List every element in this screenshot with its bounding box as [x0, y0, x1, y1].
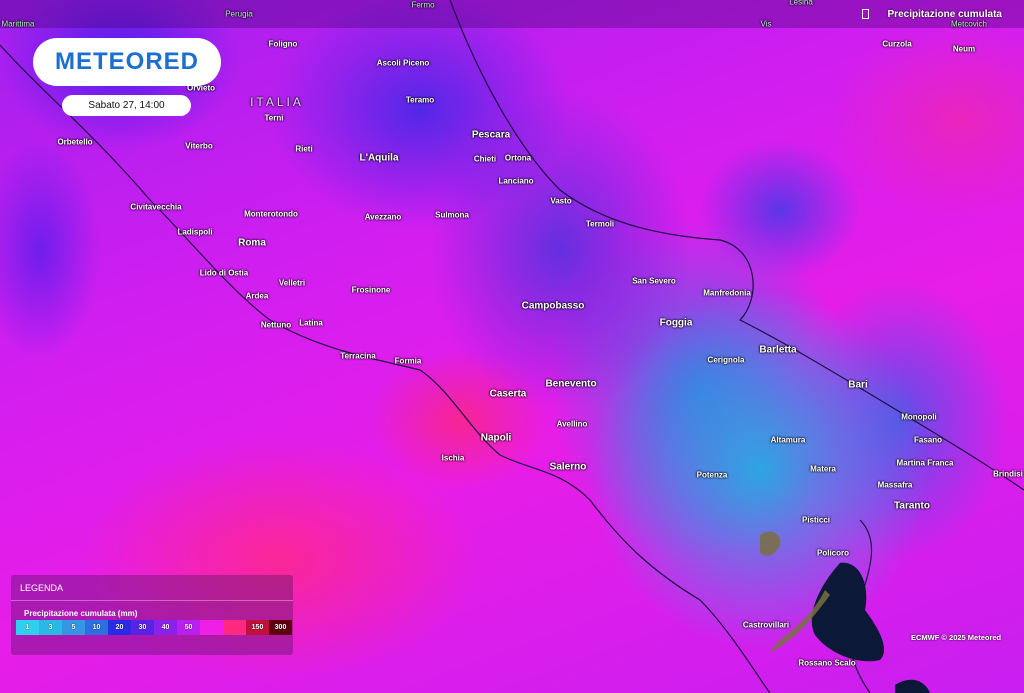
city-label: Lesina	[789, 0, 813, 7]
city-label: Curzola	[882, 39, 912, 49]
sea-dark	[811, 562, 885, 662]
city-label: Frosinone	[351, 285, 391, 295]
city-label: Civitavecchia	[130, 202, 182, 212]
city-label: Terracina	[340, 351, 376, 361]
city-label: Matera	[810, 464, 836, 474]
city-label: Monterotondo	[244, 209, 298, 219]
city-label: Orbetello	[57, 137, 93, 147]
city-label: L'Aquila	[359, 152, 399, 164]
city-label: Viterbo	[185, 141, 213, 151]
city-label: Massafra	[877, 480, 913, 490]
city-label: Lido di Ostia	[199, 268, 249, 278]
city-label: Lanciano	[498, 176, 534, 186]
city-label: Formia	[394, 356, 422, 366]
logo[interactable]: METEORED	[33, 38, 221, 86]
legend-cell: 1	[16, 620, 39, 635]
country-label: ITALIA	[250, 95, 304, 109]
city-label: Campobasso	[521, 300, 585, 312]
city-label: Avellino	[556, 419, 588, 429]
city-label: Foggia	[659, 317, 693, 329]
city-label: Taranto	[894, 500, 930, 512]
city-label: Metcovich	[950, 19, 988, 29]
terrain-patch	[760, 531, 781, 556]
legend-separator	[11, 600, 293, 601]
city-label: Caserta	[489, 388, 527, 400]
city-label: Altamura	[770, 435, 806, 445]
city-label: Marittima	[1, 19, 35, 29]
city-label: Policoro	[816, 548, 850, 558]
city-label: Sulmona	[435, 210, 469, 220]
city-label: Fermo	[411, 0, 435, 10]
legend-title: LEGENDA	[20, 583, 64, 593]
city-label: Benevento	[545, 378, 597, 390]
city-label: Latina	[299, 318, 323, 328]
sea-dark	[895, 679, 930, 693]
legend-cell	[200, 620, 223, 635]
city-label: Ascoli Piceno	[376, 58, 430, 68]
legend-cell	[223, 620, 246, 635]
city-label: Velletri	[278, 278, 306, 288]
city-label: Castrovillari	[742, 620, 790, 630]
legend-cell: 30	[131, 620, 154, 635]
city-label: Bari	[848, 379, 868, 391]
legend-cell: 10	[85, 620, 108, 635]
legend-scale: 1 3 5 10 20 30 40 50 150 300	[16, 620, 292, 635]
coastline-east	[449, 0, 1024, 491]
city-label: Fasano	[913, 435, 943, 445]
date-pill[interactable]: Sabato 27, 14:00	[62, 95, 191, 116]
legend-cell: 3	[39, 620, 62, 635]
legend-cell: 50	[177, 620, 200, 635]
city-label: Rieti	[295, 144, 313, 154]
city-label: Ischia	[441, 453, 465, 463]
city-label: Orvieto	[186, 83, 216, 93]
city-label: San Severo	[632, 276, 676, 286]
city-label: Termoli	[585, 219, 615, 229]
city-label: Teramo	[405, 95, 435, 105]
city-label: Salerno	[549, 461, 587, 473]
legend-cell: 150	[246, 620, 269, 635]
city-label: Potenza	[696, 470, 728, 480]
city-label: Napoli	[480, 432, 512, 444]
city-label: Nettuno	[260, 320, 292, 330]
city-label: Manfredonia	[703, 288, 751, 298]
city-label: Rossano Scalo	[798, 658, 856, 668]
city-label: Martina Franca	[896, 458, 954, 468]
city-label: Foligno	[268, 39, 298, 49]
city-label: Vasto	[550, 196, 572, 206]
legend-cell: 40	[154, 620, 177, 635]
credit: ECMWF © 2025 Meteored	[911, 633, 1002, 642]
city-label: Terni	[264, 113, 284, 123]
city-label: Avezzano	[364, 212, 402, 222]
city-label: Ortona	[504, 153, 532, 163]
coastline-west	[0, 44, 771, 693]
legend-cell: 20	[108, 620, 131, 635]
city-label: Ladispoli	[177, 227, 213, 237]
layer-title[interactable]: Precipitazione cumulata	[887, 9, 1002, 20]
layer-icon[interactable]	[862, 9, 869, 19]
city-label: Pisticci	[801, 515, 831, 525]
top-bar	[0, 0, 1024, 28]
city-label: Cerignola	[707, 355, 745, 365]
terrain-patch	[770, 590, 830, 652]
city-label: Chieti	[473, 154, 497, 164]
city-label: Neum	[952, 44, 976, 54]
city-label: Ardea	[245, 291, 269, 301]
legend-cell: 5	[62, 620, 85, 635]
city-label: Perugia	[225, 9, 253, 19]
city-label: Barletta	[759, 344, 797, 356]
city-label: Vis	[760, 19, 772, 29]
legend-cell: 300	[269, 620, 292, 635]
city-label: Pescara	[471, 129, 511, 141]
city-label: Roma	[238, 237, 266, 249]
city-label: Brindisi	[993, 469, 1023, 479]
city-label: Monopoli	[901, 412, 937, 422]
legend-subtitle: Precipitazione cumulata (mm)	[24, 609, 138, 618]
